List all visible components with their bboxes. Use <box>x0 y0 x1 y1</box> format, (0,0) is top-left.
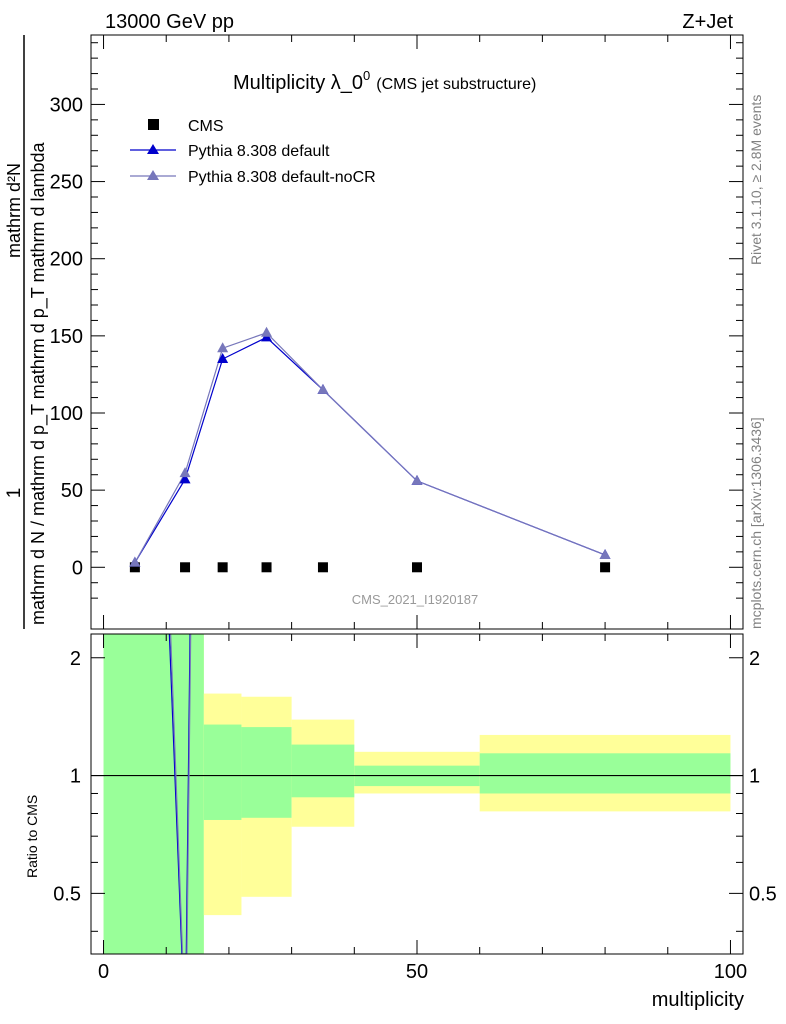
ratio-ytick-label-right: 2 <box>749 648 760 670</box>
ratio-ylabel: Ratio to CMS <box>24 795 40 878</box>
ratio-band-inner <box>203 724 242 820</box>
legend-cms-marker <box>148 119 159 130</box>
series-line-default <box>134 336 606 563</box>
legend-nocr-label: Pythia 8.308 default-noCR <box>188 169 376 186</box>
main-title: Multiplicity λ_00 (CMS jet substructure) <box>233 68 536 94</box>
default-point <box>217 353 229 363</box>
main-ytick-label: 0 <box>72 557 83 579</box>
ylabel-denominator: mathrm d N / mathrm d p_T mathrm d p_T m… <box>28 142 49 625</box>
nocr-point <box>317 383 329 394</box>
series-line-nocr <box>134 332 606 563</box>
watermark: CMS_2021_I1920187 <box>352 592 479 607</box>
ratio-lines <box>91 634 743 954</box>
nocr-point <box>411 474 423 485</box>
main-ytick-label: 100 <box>50 403 83 425</box>
ratio-xtick-label: 0 <box>98 961 109 983</box>
ratio-line-default <box>168 634 191 954</box>
main-axes: 0 50 100 150 200 250 300 <box>50 35 743 629</box>
cms-point <box>317 562 328 573</box>
ratio-ytick-label: 0.5 <box>53 883 81 905</box>
main-ylabel: 1 mathrm d N / mathrm d p_T mathrm d p_T… <box>4 35 49 629</box>
cms-point <box>217 562 228 573</box>
nocr-point <box>217 342 229 353</box>
cms-point <box>261 562 272 573</box>
main-ytick-label: 200 <box>50 249 83 271</box>
legend-default-label: Pythia 8.308 default <box>188 143 330 160</box>
ratio-ytick-label-right: 1 <box>749 766 760 788</box>
svg-text:Multiplicity λ_00(CMS jet subs: Multiplicity λ_00 (CMS jet substructure) <box>233 68 536 94</box>
nocr-point <box>179 467 191 478</box>
legend-cms-label: CMS <box>188 118 224 135</box>
legend-default-marker <box>147 144 159 154</box>
ratio-ytick-label: 2 <box>70 648 81 670</box>
cms-point <box>180 562 191 573</box>
ratio-band-inner <box>291 744 355 798</box>
legend: CMS Pythia 8.308 default Pythia 8.308 de… <box>130 118 376 186</box>
ratio-xtick-label: 50 <box>406 961 428 983</box>
ratio-band-inner <box>241 727 292 818</box>
main-ytick-label: 300 <box>50 94 83 116</box>
ratio-line-nocr <box>170 634 192 954</box>
ratio-ytick-label: 1 <box>70 766 81 788</box>
main-ytick-label: 150 <box>50 326 83 348</box>
rivet-label: Rivet 3.1.10, ≥ 2.8M events <box>748 95 764 265</box>
energy-label: 13000 GeV pp <box>105 11 234 33</box>
main-series <box>129 326 611 573</box>
title-text: Multiplicity λ_0 <box>233 72 363 94</box>
ratio-axes: 0.5 0.5 1 1 2 2 0 50 100 <box>53 634 777 983</box>
ylabel-numerator: 1 <box>4 488 25 499</box>
title-superscript: 0 <box>363 68 370 83</box>
process-label: Z+Jet <box>682 11 733 33</box>
cms-point <box>129 562 140 573</box>
main-ytick-label: 50 <box>61 480 83 502</box>
title-subtitle: (CMS jet substructure) <box>376 76 536 93</box>
x-axis-label: multiplicity <box>652 989 744 1011</box>
nocr-point <box>261 326 273 337</box>
mcplots-label: mcplots.cern.ch [arXiv:1306.3436] <box>748 417 764 629</box>
ratio-xtick-label: 100 <box>714 961 747 983</box>
nocr-point <box>599 548 611 559</box>
default-point <box>179 473 191 484</box>
ratio-band-inner <box>479 753 731 794</box>
main-ytick-label: 250 <box>50 172 83 194</box>
ratio-bands <box>103 634 731 954</box>
nocr-point <box>129 556 141 567</box>
ratio-ytick-label-right: 0.5 <box>749 883 777 905</box>
cms-point <box>600 562 611 573</box>
legend-nocr-marker <box>147 170 159 180</box>
ylabel-right: mathrm d²N <box>4 163 24 258</box>
cms-point <box>412 562 422 573</box>
svg-text:CMS_2021_I1920187: CMS_2021_I1920187 <box>352 592 479 607</box>
